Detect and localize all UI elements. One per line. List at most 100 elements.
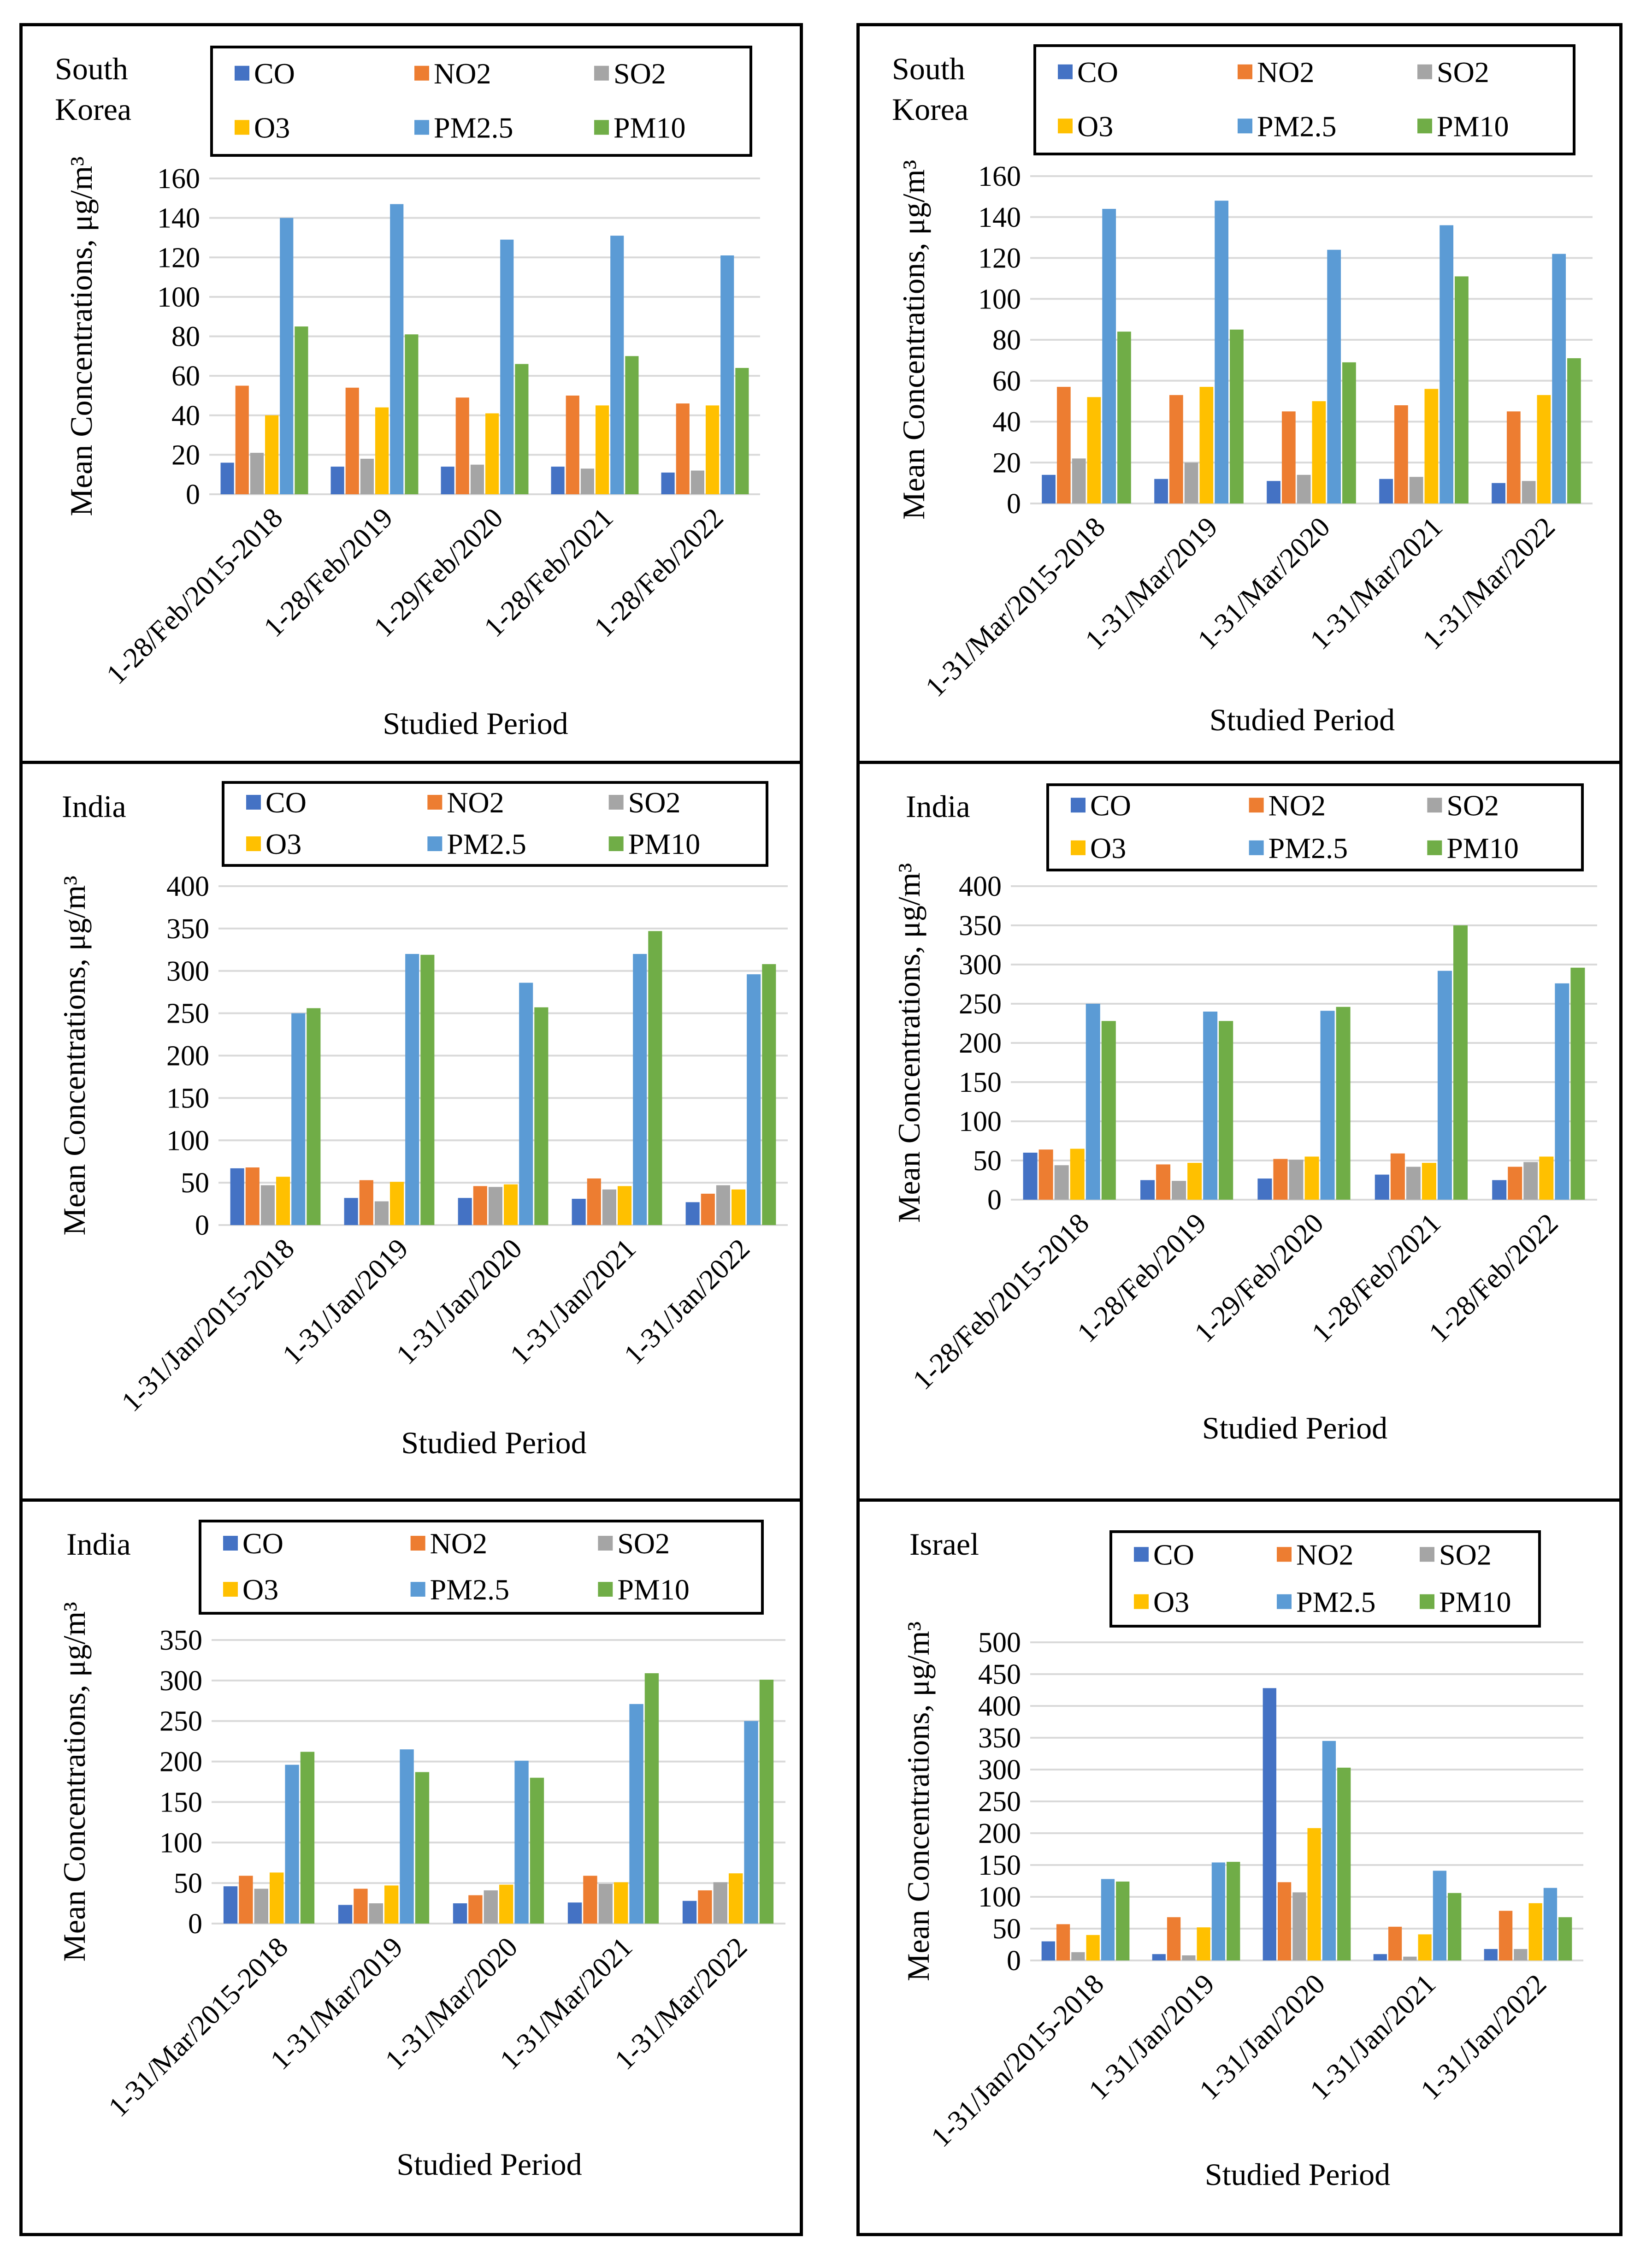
y-tick-label: 50 [174,1868,202,1899]
bar-so2-4 [1403,1956,1417,1960]
y-tick-label: 50 [973,1145,1002,1177]
chart-svg: Israel CO NO2 SO2 O3 PM2.5 PM10 050100150200250… [901,1527,1583,2192]
bar-pm10-3 [515,364,529,494]
bar-so2-2 [360,458,374,494]
bar-no2-4 [1390,1153,1405,1200]
bar-co-3 [1267,481,1280,503]
bar-pm25-4 [1433,1871,1447,1960]
legend-label-pm25: PM2.5 [1257,110,1337,142]
bar-so2-5 [713,1882,727,1924]
y-tick-label: 160 [157,163,200,195]
y-tick-label: 400 [978,1691,1021,1722]
y-tick-label: 50 [181,1167,209,1199]
legend-box [210,46,752,157]
bar-so2-2 [374,1201,389,1225]
bar-so2-2 [1172,1181,1186,1200]
legend-swatch-pm10 [598,1582,613,1597]
bar-no2-1 [1038,1149,1053,1200]
y-tick-label: 350 [978,1723,1021,1754]
y-tick-label: 200 [959,1028,1002,1059]
y-tick-label: 0 [186,479,200,510]
bar-no2-4 [583,1876,597,1924]
legend-label-pm25: PM2.5 [1268,832,1348,864]
bar-so2-5 [1522,481,1536,503]
bar-no2-5 [698,1890,712,1924]
legend-swatch-o3 [1058,118,1073,134]
legend-label-no2: NO2 [1268,789,1326,822]
y-tick-label: 300 [159,1665,202,1697]
chart-panel-south-korea-mar: South Korea CO NO2 SO2 O3 PM2.5 PM10 0 20 40 60 80 10… [856,23,1622,765]
bar-pm10-2 [1227,1862,1240,1960]
legend-label-o3: O3 [242,1573,278,1606]
bar-pm25-4 [629,1704,643,1924]
legend-swatch-o3 [246,836,261,851]
legend-box [1046,783,1584,871]
bar-pm10-5 [759,1680,774,1924]
legend-swatch-pm10 [608,836,624,851]
legend-swatch-pm10 [1420,1594,1434,1609]
y-tick-label: 160 [978,161,1021,192]
x-tick-label: 1-28/Feb/2015-2018 [100,502,289,691]
legend-swatch-o3 [235,120,249,135]
bar-pm25-3 [1322,1741,1336,1960]
bar-so2-1 [254,1889,268,1924]
legend-swatch-co [246,795,261,810]
y-tick-label: 60 [171,361,200,392]
bar-pm25-3 [1320,1011,1335,1200]
bar-co-4 [572,1199,586,1225]
bar-no2-5 [676,403,690,494]
bar-pm25-5 [1552,254,1566,503]
y-tick-label: 0 [195,1210,209,1241]
legend-label-pm25: PM2.5 [434,111,513,144]
legend-swatch-co [235,65,249,81]
bar-so2-2 [1184,462,1198,503]
bar-pm10-1 [1116,1881,1130,1960]
bar-pm25-2 [405,954,419,1225]
y-tick-label: 500 [978,1627,1021,1658]
bar-o3-5 [1537,395,1551,503]
y-tick-label: 150 [159,1787,202,1818]
y-tick-label: 0 [188,1908,202,1940]
y-tick-label: 300 [166,956,209,987]
y-tick-label: 450 [978,1659,1021,1690]
x-tick-label: 1-31/Jan/2015-2018 [116,1233,301,1418]
y-tick-label: 100 [978,284,1021,315]
bar-co-2 [1154,479,1168,503]
y-tick-label: 300 [959,949,1002,981]
bar-no2-2 [1156,1164,1171,1200]
bar-co-1 [1041,1941,1055,1960]
bar-so2-4 [580,468,594,494]
bar-pm10-5 [1567,358,1581,503]
bar-no2-1 [1056,387,1071,503]
bar-pm25-5 [1555,983,1569,1200]
chart-svg: India CO NO2 SO2 O3 PM2.5 PM10 0 50 100 150 200 250 3… [57,781,788,1460]
bar-no2-4 [1394,405,1408,503]
chart-title: Israel [909,1527,979,1562]
bar-co-3 [453,1903,467,1924]
bar-so2-3 [1292,1892,1306,1960]
legend-swatch-so2 [594,65,609,81]
bar-no2-1 [235,385,249,494]
bar-o3-1 [1087,397,1101,503]
legend-label-pm10: PM10 [617,1573,690,1606]
legend-label-pm25: PM2.5 [1296,1586,1376,1618]
y-tick-label: 150 [959,1067,1002,1098]
chart-title: South Korea [55,51,131,127]
chart-svg: South Korea CO NO2 SO2 O3 PM2.5 PM10 0 20 40 60 80 10… [55,46,760,741]
legend-label-o3: O3 [254,111,290,144]
bar-pm10-5 [1558,1917,1572,1960]
bar-no2-5 [1506,411,1521,503]
legend-swatch-pm10 [594,120,609,135]
y-axis-title: Mean Concentrations, μg/m³ [896,160,931,520]
bar-no2-3 [455,397,469,494]
legend-label-so2: SO2 [628,786,681,819]
bar-pm25-5 [720,255,734,494]
bar-o3-2 [375,407,389,494]
legend-swatch-no2 [410,1536,425,1551]
legend-label-o3: O3 [1153,1586,1189,1618]
legend-label-pm10: PM10 [1437,110,1509,142]
y-tick-label: 350 [166,913,209,945]
bar-pm10-4 [1448,1893,1462,1960]
chart-title: India [66,1527,131,1562]
y-tick-label: 0 [1007,488,1021,520]
